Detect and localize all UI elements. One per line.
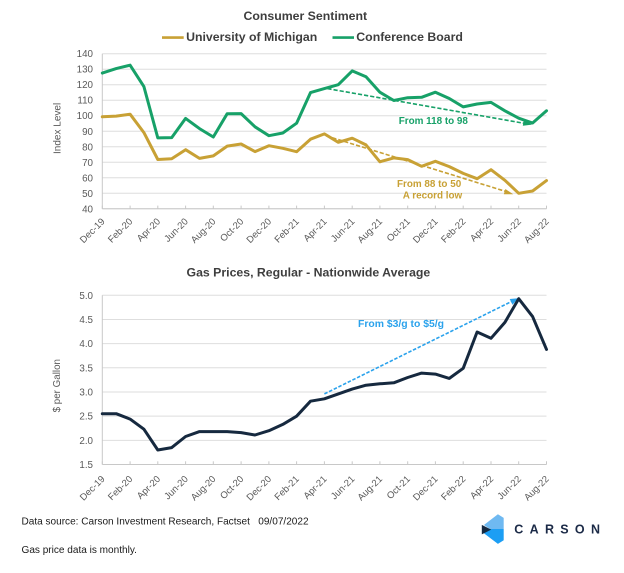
svg-text:2.0: 2.0 (79, 436, 93, 447)
svg-text:Conference Board: Conference Board (356, 30, 463, 44)
svg-text:40: 40 (82, 204, 93, 215)
svg-text:50: 50 (82, 189, 93, 200)
svg-text:90: 90 (82, 127, 93, 138)
svg-text:1.5: 1.5 (79, 460, 93, 471)
svg-text:$ per Gallon: $ per Gallon (52, 359, 63, 412)
svg-text:5.0: 5.0 (79, 291, 93, 302)
svg-text:3.5: 3.5 (79, 363, 93, 374)
svg-text:2.5: 2.5 (79, 412, 93, 423)
svg-text:Consumer Sentiment: Consumer Sentiment (243, 9, 367, 23)
svg-text:3.0: 3.0 (79, 388, 93, 399)
svg-text:110: 110 (77, 96, 93, 107)
svg-text:4.0: 4.0 (79, 339, 93, 350)
svg-text:From 118 to 98: From 118 to 98 (399, 116, 469, 127)
svg-text:From 88 to 50: From 88 to 50 (397, 179, 462, 190)
svg-text:Index Level: Index Level (53, 103, 64, 154)
svg-text:Gas price data is monthly.: Gas price data is monthly. (22, 545, 137, 556)
svg-text:140: 140 (77, 49, 94, 60)
svg-text:Data source: Carson Investment: Data source: Carson Investment Research,… (22, 517, 309, 528)
svg-text:60: 60 (82, 173, 93, 184)
svg-text:From $3/g to $5/g: From $3/g to $5/g (358, 319, 444, 330)
svg-text:4.5: 4.5 (79, 315, 93, 326)
svg-text:University of Michigan: University of Michigan (186, 30, 317, 44)
svg-text:Gas Prices, Regular - Nationwi: Gas Prices, Regular - Nationwide Average (187, 265, 431, 279)
svg-text:A record low: A record low (403, 191, 463, 202)
svg-text:70: 70 (82, 158, 93, 169)
svg-text:CARSON: CARSON (514, 523, 606, 537)
svg-text:120: 120 (77, 80, 94, 91)
svg-text:80: 80 (82, 142, 93, 153)
svg-text:100: 100 (77, 111, 94, 122)
svg-text:130: 130 (77, 65, 94, 76)
